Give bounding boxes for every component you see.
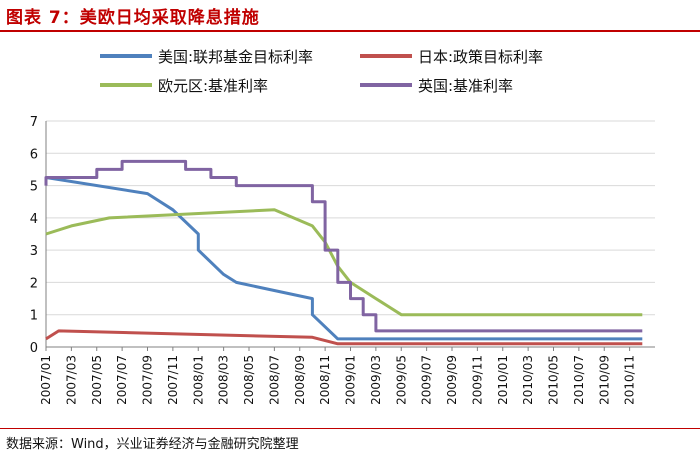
- series-line-3: [44, 159, 643, 333]
- y-tick-label: 4: [30, 212, 38, 227]
- y-tick-label: 0: [30, 341, 38, 356]
- legend-label-0: 美国:联邦基金目标利率: [158, 48, 313, 66]
- x-tick-label: 2008/07: [267, 355, 281, 405]
- x-tick-label: 2008/05: [242, 355, 256, 405]
- series-line-0: [45, 176, 643, 341]
- legend-label-1: 日本:政策目标利率: [418, 48, 543, 66]
- y-tick-label: 5: [30, 180, 38, 195]
- x-tick-label: 2008/01: [191, 355, 205, 405]
- source-note: 数据来源：Wind，兴业证券经济与金融研究院整理: [6, 437, 299, 452]
- y-tick-label: 6: [30, 147, 38, 162]
- x-tick-label: 2010/05: [547, 355, 561, 405]
- x-tick-label: 2009/11: [470, 355, 484, 405]
- x-tick-label: 2009/05: [394, 355, 408, 405]
- x-tick-label: 2010/01: [496, 355, 510, 405]
- series-line-2: [45, 208, 643, 317]
- legend-label-2: 欧元区:基准利率: [158, 77, 268, 95]
- x-tick-label: 2009/09: [445, 355, 459, 405]
- x-tick-label: 2010/03: [521, 355, 535, 405]
- title-bar: 图表 7：美欧日均采取降息措施: [0, 0, 700, 32]
- x-tick-label: 2008/09: [293, 355, 307, 405]
- legend-label-3: 英国:基准利率: [418, 77, 513, 95]
- x-tick-label: 2009/03: [369, 355, 383, 405]
- y-tick-label: 2: [30, 276, 38, 291]
- x-tick-label: 2008/03: [217, 355, 231, 405]
- chart: 0 1 2 3 4 5 6 7 2007/01 2007/03 2007/05 2007/07 2007…: [30, 48, 655, 405]
- x-tick-label: 2007/11: [166, 355, 180, 405]
- y-tick-label: 1: [30, 309, 38, 324]
- bottom-rule: [0, 428, 700, 429]
- y-tick-label: 3: [30, 244, 38, 259]
- x-tick-label: 2008/11: [318, 355, 332, 405]
- series-line-1: [45, 329, 643, 346]
- x-tick-label: 2007/03: [64, 355, 78, 405]
- x-tick-label: 2010/07: [572, 355, 586, 405]
- x-tick-label: 2009/01: [344, 355, 358, 405]
- x-tick-label: 2007/05: [90, 355, 104, 405]
- x-tick-label: 2010/11: [623, 355, 637, 405]
- x-tick-label: 2007/07: [115, 355, 129, 405]
- x-tick-label: 2009/07: [420, 355, 434, 405]
- x-tick-label: 2007/09: [141, 355, 155, 405]
- y-tick-label: 7: [30, 115, 38, 130]
- chart-title: 图表 7：美欧日均采取降息措施: [6, 8, 260, 28]
- x-tick-label: 2010/09: [597, 355, 611, 405]
- x-tick-label: 2007/01: [39, 355, 53, 405]
